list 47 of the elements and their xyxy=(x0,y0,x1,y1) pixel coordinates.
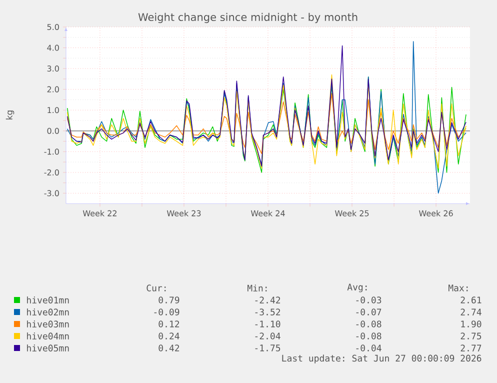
text: -1.75 xyxy=(255,344,280,352)
legend-label: hive05mn xyxy=(27,344,69,352)
x-tick-label: Week 26 xyxy=(418,210,453,216)
text: Avg: xyxy=(347,284,367,292)
text: 0.42 xyxy=(158,344,180,352)
y-tick-label: -2.0 xyxy=(44,169,59,176)
text: 2.77 xyxy=(460,344,482,352)
x-tick-label: Week 22 xyxy=(82,210,116,216)
x-tick-label: Week 24 xyxy=(250,210,285,216)
y-tick-label: 4.0 xyxy=(47,44,59,51)
text: -0.07 xyxy=(356,308,382,316)
y-tick-label: -3.0 xyxy=(44,190,59,196)
text: -3.52 xyxy=(255,308,280,316)
legend-label: hive02mn xyxy=(27,308,69,316)
text: 1.90 xyxy=(461,320,482,328)
legend-label: hive01mn xyxy=(27,296,69,304)
legend-label: hive04mn xyxy=(27,332,69,340)
text: Last update: Sat Jun 27 00:00:09 2026 xyxy=(282,354,482,364)
text: 2.61 xyxy=(460,296,482,304)
text: -0.03 xyxy=(356,296,382,304)
text: -2.04 xyxy=(255,332,280,340)
x-tick-label: Week 23 xyxy=(166,210,201,216)
text: Min: xyxy=(248,284,267,292)
text: 0.24 xyxy=(158,332,180,340)
y-tick-label: 2.0 xyxy=(47,86,59,92)
y-tick-label: 1.0 xyxy=(48,107,59,114)
text: -0.08 xyxy=(356,332,382,340)
text: -0.09 xyxy=(154,308,180,316)
y-axis-title: kg xyxy=(6,110,14,120)
text: -0.04 xyxy=(356,344,382,352)
legend-label: hive03mn xyxy=(27,320,69,328)
text: 2.74 xyxy=(460,308,482,316)
text: 0.12 xyxy=(158,320,180,328)
text: Cur: xyxy=(146,284,166,292)
x-tick-label: Week 25 xyxy=(334,210,369,216)
text: 2.75 xyxy=(460,332,482,340)
text: Max: xyxy=(448,284,468,292)
text: -0.08 xyxy=(356,320,382,328)
chart-title: Weight change since midnight - by month xyxy=(138,12,358,24)
y-tick-label: 0.0 xyxy=(47,128,59,134)
text: -2.42 xyxy=(255,296,280,304)
text: -1.10 xyxy=(255,320,280,328)
text: 0.79 xyxy=(158,296,180,304)
y-tick-label: 3.0 xyxy=(47,66,59,72)
y-tick-label: 5.0 xyxy=(47,24,59,30)
y-tick-label: -1.0 xyxy=(44,148,59,155)
line-series xyxy=(66,45,466,167)
